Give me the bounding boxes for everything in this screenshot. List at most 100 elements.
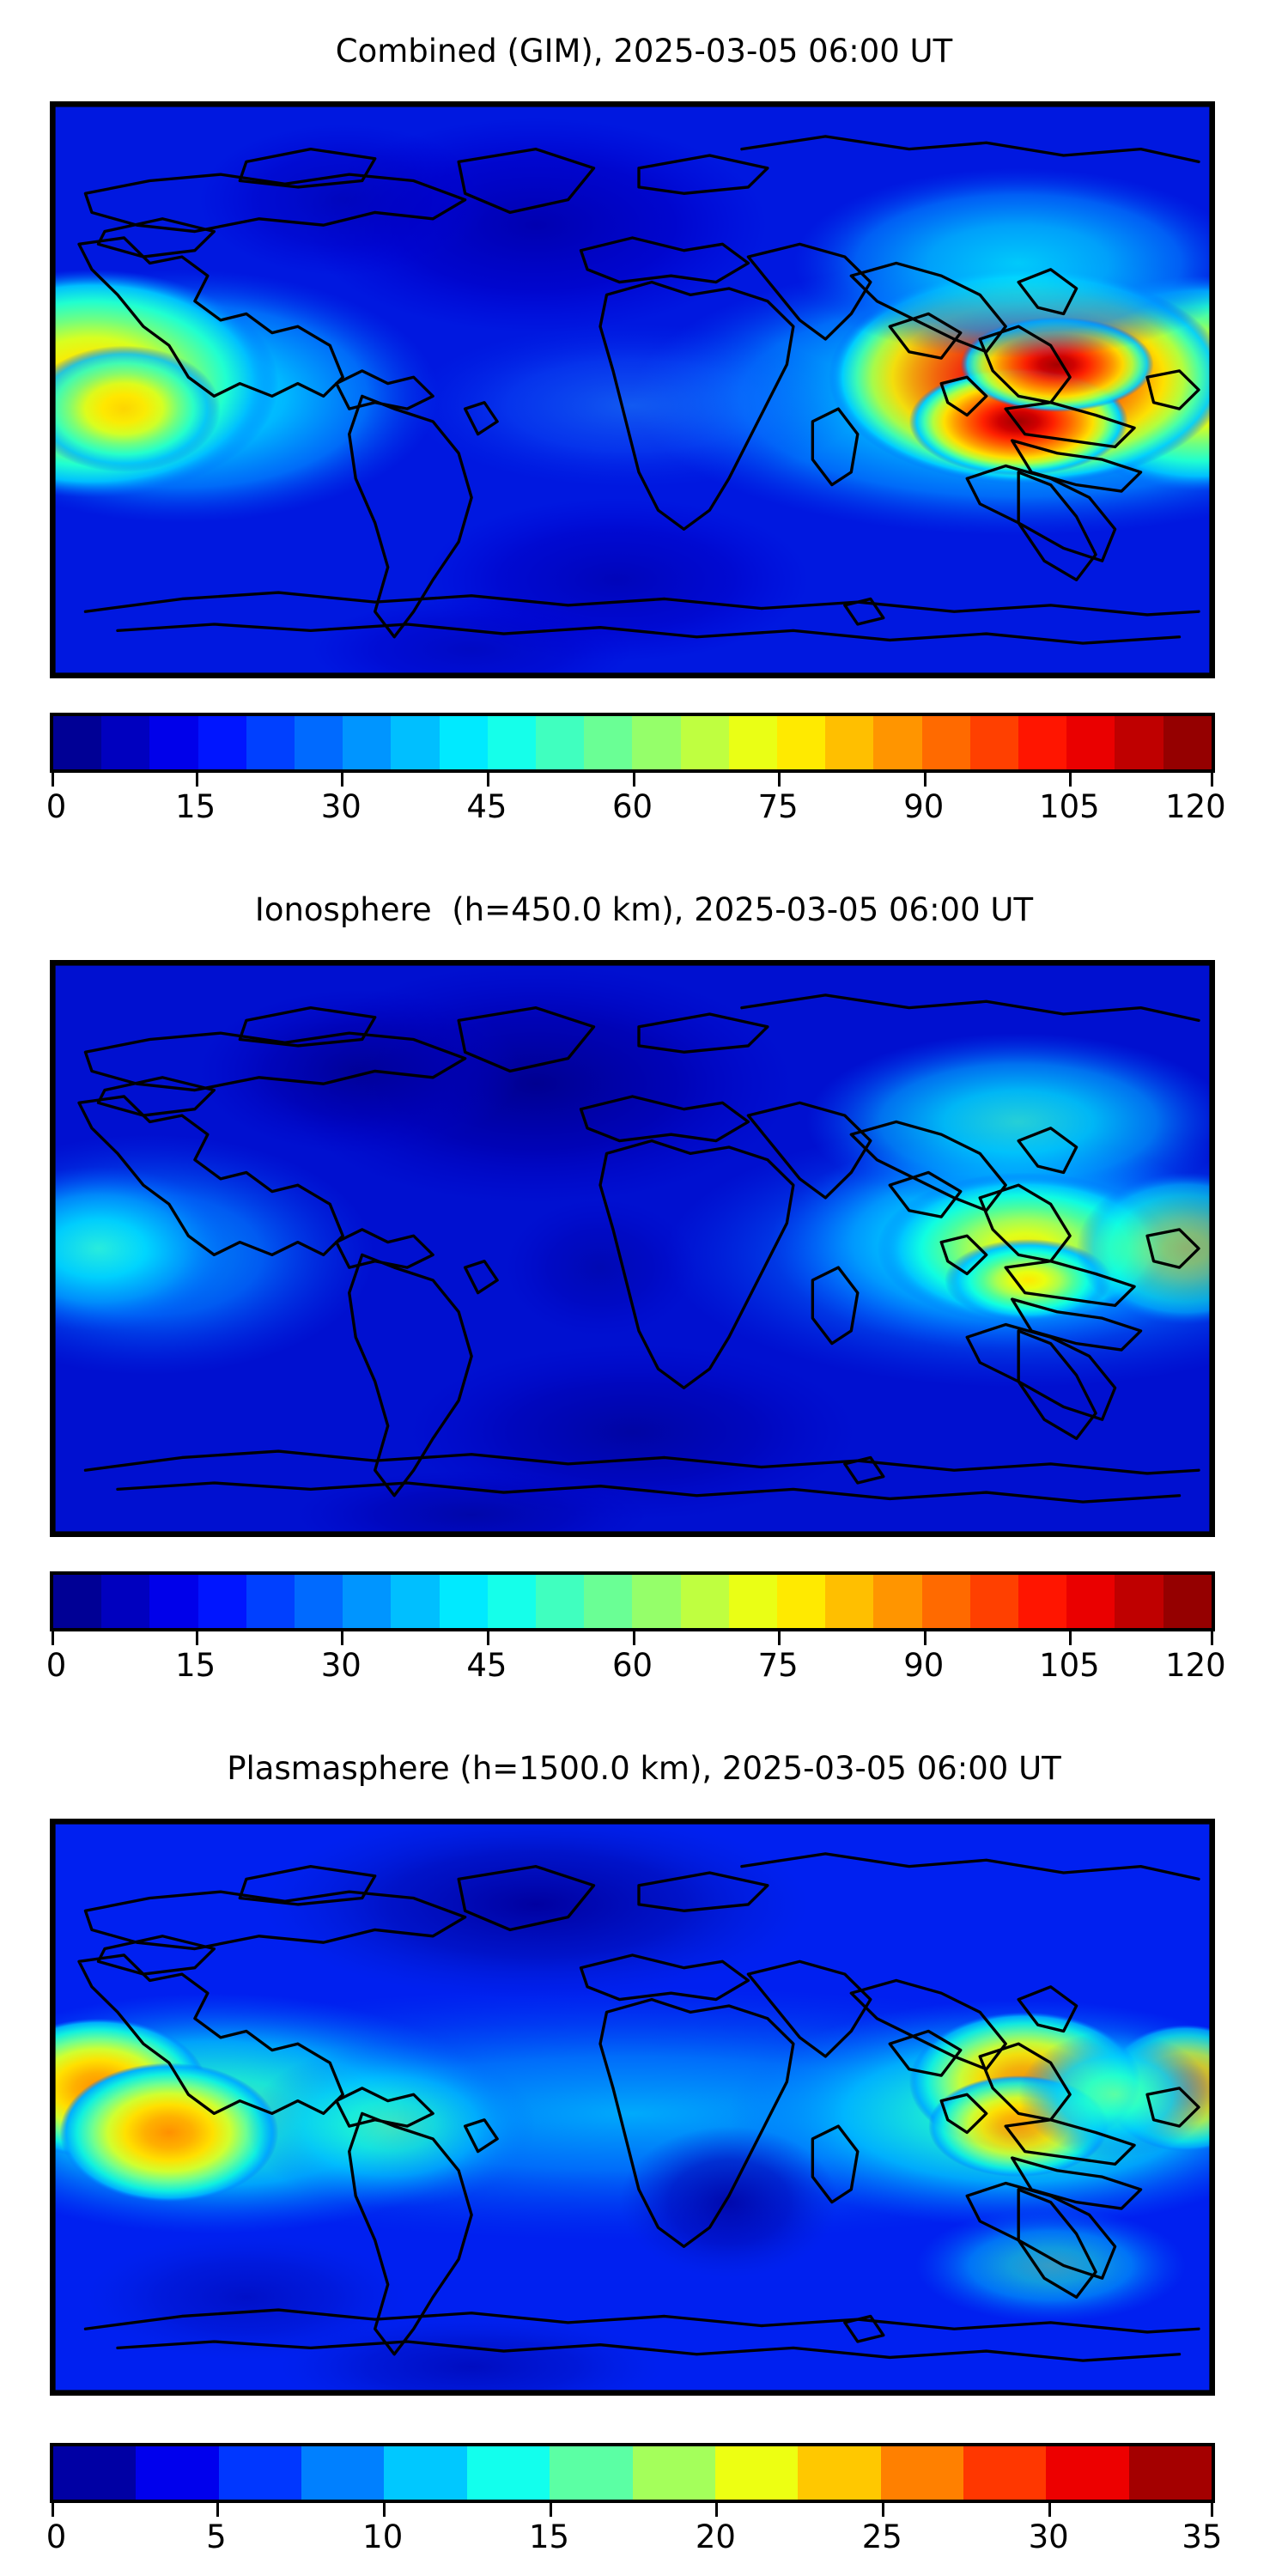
colorbar-band xyxy=(487,1575,537,1628)
colorbar-band xyxy=(873,1575,922,1628)
colorbar-tick-label: 25 xyxy=(861,2518,902,2555)
panel-title-plasmasphere: Plasmasphere (h=1500.0 km), 2025-03-05 0… xyxy=(227,1750,1061,1787)
colorbar-band xyxy=(149,716,198,769)
colorbar-ticks-plasmasphere xyxy=(50,2503,1215,2517)
colorbar-band xyxy=(295,1575,343,1628)
tec-field-ionosphere xyxy=(53,963,1212,1534)
colorbar-tick xyxy=(549,2503,552,2517)
colorbar-band xyxy=(1018,716,1067,769)
colorbar-tick xyxy=(341,1631,344,1645)
colorbar-tick-label: 0 xyxy=(46,1647,67,1684)
colorbar-labels-combined: 0 15 30 45 60 75 90 105 120 xyxy=(46,788,1226,831)
colorbar-band xyxy=(680,1575,729,1628)
colorbar-band xyxy=(1115,1575,1163,1628)
tec-field-combined xyxy=(53,105,1212,675)
map-plasmasphere[interactable] xyxy=(50,1819,1215,2396)
colorbar-band xyxy=(53,716,102,769)
colorbar-tick xyxy=(923,1631,927,1645)
colorbar-tick-label: 0 xyxy=(46,2518,67,2555)
colorbar-tick-label: 45 xyxy=(466,1647,507,1684)
colorbar-tick xyxy=(882,2503,885,2517)
colorbar-band xyxy=(343,1575,392,1628)
colorbar-band xyxy=(1115,716,1163,769)
colorbar-ticks-ionosphere xyxy=(50,1631,1215,1645)
colorbar-band xyxy=(246,716,295,769)
colorbar-tick-label: 45 xyxy=(466,788,507,825)
colorbar-band xyxy=(1066,1575,1115,1628)
colorbar-tick-label: 35 xyxy=(1182,2518,1223,2555)
colorbar-tick-label: 10 xyxy=(362,2518,404,2555)
colorbar-tick xyxy=(1211,773,1213,787)
colorbar-tick-label: 60 xyxy=(611,1647,653,1684)
colorbar-band xyxy=(391,1575,440,1628)
colorbar-band xyxy=(632,1575,681,1628)
colorbar-tick-label: 30 xyxy=(320,788,361,825)
colorbar-tick-label: 75 xyxy=(757,788,799,825)
colorbar-band xyxy=(584,1575,633,1628)
colorbar-band xyxy=(53,1575,102,1628)
colorbar-band xyxy=(969,716,1019,769)
colorbar-band xyxy=(301,2446,385,2500)
panel-plasmasphere: Plasmasphere (h=1500.0 km), 2025-03-05 0… xyxy=(0,1717,1288,2576)
colorbar-tick xyxy=(486,773,489,787)
colorbar-band xyxy=(777,1575,826,1628)
colorbar-band xyxy=(439,716,488,769)
colorbar-band xyxy=(1018,1575,1067,1628)
colorbar-band xyxy=(728,716,778,769)
colorbar-band xyxy=(487,716,537,769)
colorbar-labels-plasmasphere: 0 5 10 15 20 25 30 35 xyxy=(46,2518,1223,2561)
colorbar-tick xyxy=(52,1631,54,1645)
colorbar-band xyxy=(921,716,970,769)
colorbar-tick xyxy=(341,773,344,787)
map-combined-gim[interactable] xyxy=(50,101,1215,678)
colorbar-tick-label: 0 xyxy=(46,788,67,825)
colorbar-tick xyxy=(382,2503,386,2517)
colorbar-band xyxy=(218,2446,302,2500)
colorbar-gradient-plasmasphere[interactable] xyxy=(50,2443,1215,2503)
colorbar-tick xyxy=(1211,2503,1213,2517)
colorbar-band xyxy=(391,716,440,769)
colorbar-band xyxy=(798,2446,881,2500)
panel-title-ionosphere: Ionosphere (h=450.0 km), 2025-03-05 06:0… xyxy=(254,891,1034,928)
colorbar-band xyxy=(825,716,874,769)
colorbar-tick xyxy=(52,773,54,787)
colorbar-band xyxy=(873,716,922,769)
colorbar-tick-label: 60 xyxy=(611,788,653,825)
colorbar-tick-label: 15 xyxy=(175,788,216,825)
colorbar-band xyxy=(1163,716,1212,769)
coastlines-ionosphere xyxy=(77,993,1200,1504)
colorbar-tick xyxy=(778,773,781,787)
map-ionosphere[interactable] xyxy=(50,960,1215,1537)
colorbar-band xyxy=(197,716,246,769)
colorbar-tick-label: 5 xyxy=(206,2518,227,2555)
panel-combined-gim: Combined (GIM), 2025-03-05 06:00 UT xyxy=(0,0,1288,859)
panel-ionosphere: Ionosphere (h=450.0 km), 2025-03-05 06:0… xyxy=(0,859,1288,1717)
colorbar-gradient-ionosphere[interactable] xyxy=(50,1571,1215,1631)
colorbar-tick xyxy=(1069,773,1072,787)
colorbar-band xyxy=(880,2446,963,2500)
colorbar-band xyxy=(295,716,343,769)
colorbar-tick-label: 120 xyxy=(1165,1647,1226,1684)
colorbar-band xyxy=(466,2446,550,2500)
colorbar-tick xyxy=(195,773,198,787)
colorbar-band xyxy=(197,1575,246,1628)
colorbar-band xyxy=(584,716,633,769)
colorbar-tick-label: 15 xyxy=(175,1647,216,1684)
colorbar-band xyxy=(728,1575,778,1628)
colorbar-band xyxy=(632,2446,715,2500)
colorbar-ticks-combined xyxy=(50,773,1215,787)
colorbar-band xyxy=(1066,716,1115,769)
coastlines-combined xyxy=(77,135,1200,645)
colorbar-band xyxy=(969,1575,1019,1628)
colorbar-tick-label: 30 xyxy=(320,1647,361,1684)
colorbar-band xyxy=(777,716,826,769)
colorbar-tick-label: 20 xyxy=(695,2518,736,2555)
colorbar-band xyxy=(439,1575,488,1628)
colorbar-band xyxy=(536,1575,585,1628)
colorbar-tick-label: 15 xyxy=(529,2518,570,2555)
colorbar-tick-label: 120 xyxy=(1165,788,1226,825)
colorbar-tick-label: 105 xyxy=(1039,788,1100,825)
colorbar-band xyxy=(384,2446,467,2500)
colorbar-gradient-combined[interactable] xyxy=(50,713,1215,773)
colorbar-band xyxy=(825,1575,874,1628)
